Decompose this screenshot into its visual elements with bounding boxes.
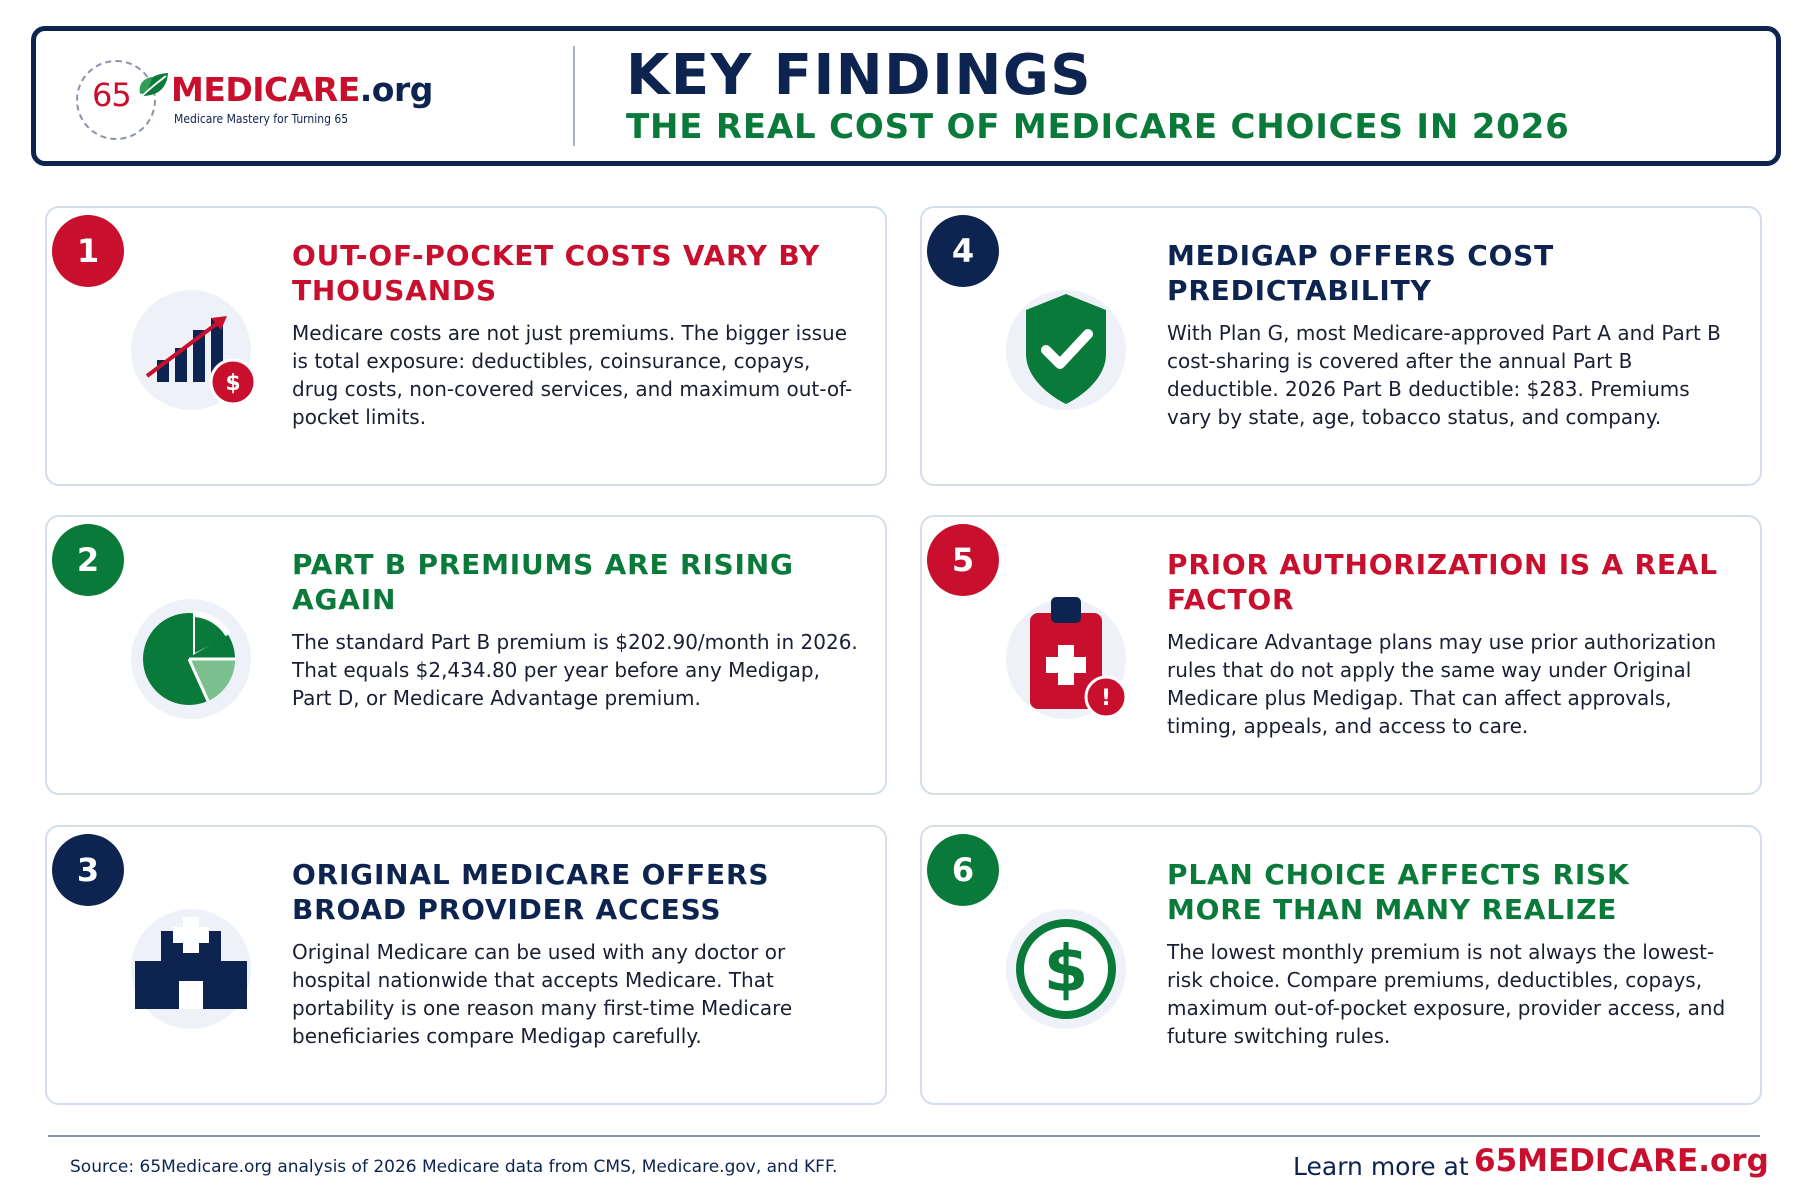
rising-bar-chart-with-dollar-icon: $ xyxy=(131,290,257,410)
logo-brand-name: MEDICARE.org xyxy=(171,70,433,109)
finding-title: PLAN CHOICE AFFECTS RISK MORE THAN MANY … xyxy=(1167,858,1630,926)
header-banner: 65 MEDICARE.org Medicare Mastery for Tur… xyxy=(31,26,1781,166)
source-note: Source: 65Medicare.org analysis of 2026 … xyxy=(70,1157,838,1177)
finding-card-3: 3 ORIGINAL MEDICARE OFFERS BROAD PROVIDE… xyxy=(45,825,887,1105)
logo-number: 65 xyxy=(92,76,132,114)
finding-body: With Plan G, most Medicare-approved Part… xyxy=(1167,321,1721,429)
learn-more-label: Learn more at xyxy=(1293,1152,1469,1181)
hospital-building-icon xyxy=(131,909,251,1029)
finding-body: The standard Part B premium is $202.90/m… xyxy=(292,630,858,710)
finding-number-badge: 6 xyxy=(927,834,999,906)
logo[interactable]: 65 MEDICARE.org Medicare Mastery for Tur… xyxy=(76,56,476,146)
finding-number-badge: 2 xyxy=(52,524,124,596)
header-divider xyxy=(573,46,575,146)
shield-check-icon xyxy=(1006,290,1126,410)
leaf-icon xyxy=(139,73,168,97)
finding-number-badge: 3 xyxy=(52,834,124,906)
finding-number-badge: 1 xyxy=(52,215,124,287)
svg-text:!: ! xyxy=(1101,686,1111,711)
logo-ring-icon xyxy=(76,60,156,140)
finding-body: Medicare costs are not just premiums. Th… xyxy=(292,321,853,429)
finding-number-badge: 5 xyxy=(927,524,999,596)
website-link[interactable]: 65MEDICARE.org xyxy=(1474,1143,1769,1179)
dollar-circle-icon: $ xyxy=(1006,909,1126,1029)
finding-title: PART B PREMIUMS ARE RISING AGAIN xyxy=(292,548,794,616)
finding-card-1: 1 $ OUT-OF-POCKET COSTS VARY BY THOUSAND… xyxy=(45,206,887,486)
finding-card-4: 4 MEDIGAP OFFERS COST PREDICTABILITY Wit… xyxy=(920,206,1762,486)
finding-card-5: 5 ! PRIOR AUTHORIZATION IS A REAL FACTOR… xyxy=(920,515,1762,795)
footer-divider xyxy=(48,1135,1760,1137)
medical-clipboard-alert-icon: ! xyxy=(1006,597,1128,719)
finding-title: ORIGINAL MEDICARE OFFERS BROAD PROVIDER … xyxy=(292,858,770,926)
svg-text:$: $ xyxy=(225,371,240,396)
finding-card-6: 6 $ PLAN CHOICE AFFECTS RISK MORE THAN M… xyxy=(920,825,1762,1105)
finding-body: Medicare Advantage plans may use prior a… xyxy=(1167,630,1717,738)
finding-title: PRIOR AUTHORIZATION IS A REAL FACTOR xyxy=(1167,548,1718,616)
pie-chart-icon xyxy=(131,599,251,719)
svg-text:$: $ xyxy=(1044,933,1089,1007)
logo-tagline: Medicare Mastery for Turning 65 xyxy=(174,112,349,126)
finding-number-badge: 4 xyxy=(927,215,999,287)
finding-body: The lowest monthly premium is not always… xyxy=(1167,940,1726,1048)
finding-title: OUT-OF-POCKET COSTS VARY BY THOUSANDS xyxy=(292,239,821,307)
finding-title: MEDIGAP OFFERS COST PREDICTABILITY xyxy=(1167,239,1555,307)
finding-card-2: 2 PART B PREMIUMS ARE RISING AGAIN The s… xyxy=(45,515,887,795)
page-subtitle: THE REAL COST OF MEDICARE CHOICES IN 202… xyxy=(626,107,1570,147)
page-title: KEY FINDINGS xyxy=(626,43,1093,108)
finding-body: Original Medicare can be used with any d… xyxy=(292,940,793,1048)
